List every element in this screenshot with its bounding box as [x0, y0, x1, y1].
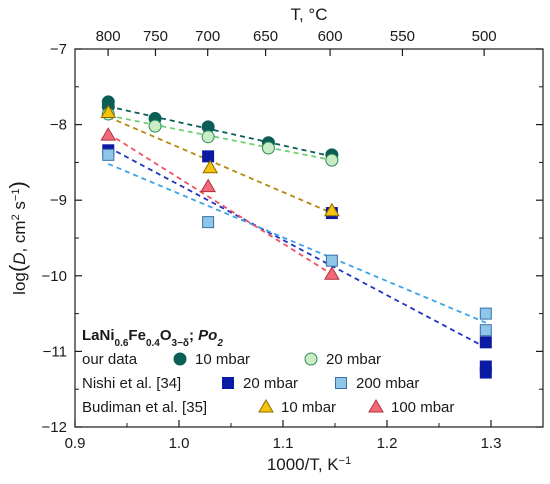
x-tick-label: 1.3: [481, 435, 502, 452]
top-tick-label: 500: [472, 28, 497, 45]
top-tick-label: 600: [318, 28, 343, 45]
data-point-5: [100, 127, 117, 141]
x-tick-label: 0.9: [65, 435, 86, 452]
fit-line-3: [107, 163, 487, 324]
fit-line-2: [107, 146, 487, 349]
data-point-3: [325, 254, 338, 267]
fit-line-0: [108, 105, 333, 158]
top-axis-title: T, °C: [290, 5, 327, 24]
legend-group-label: Budiman et al. [35]: [82, 399, 207, 416]
data-point-5: [200, 178, 216, 193]
top-tick-label: 700: [195, 28, 220, 45]
data-point-2: [479, 366, 492, 379]
legend-entry: 100 mbar: [391, 399, 454, 416]
y-axis-title: log(D, cm2 s−1): [5, 181, 30, 295]
data-point-1: [148, 119, 162, 133]
data-point-3: [202, 216, 215, 229]
data-point-1: [325, 153, 339, 167]
legend-entry: 200 mbar: [356, 375, 419, 392]
x-tick-label: 1.1: [273, 435, 294, 452]
legend-marker: [304, 352, 318, 366]
y-tick-label: −9: [50, 192, 67, 209]
legend-marker: [222, 377, 234, 389]
y-tick-label: −11: [43, 343, 67, 360]
fit-line-1: [108, 114, 333, 162]
legend-title: LaNi0.6Fe0.4O3−δ; Po2: [82, 327, 223, 349]
legend-entry: 20 mbar: [243, 375, 298, 392]
x-axis-title: 1000/T, K−1: [267, 455, 351, 474]
data-point-4: [202, 159, 219, 174]
legend-entry: 10 mbar: [195, 351, 250, 368]
legend-entry: 20 mbar: [326, 351, 381, 368]
data-point-3: [479, 307, 492, 320]
data-markers: [100, 95, 492, 379]
x-tick-label: 1.0: [169, 435, 190, 452]
top-tick-label: 650: [253, 28, 278, 45]
y-tick-label: −7: [50, 41, 67, 58]
y-tick-label: −12: [42, 419, 67, 436]
data-point-3: [102, 148, 115, 161]
data-point-4: [324, 202, 340, 217]
legend-marker: [335, 377, 347, 389]
plot-frame: [74, 48, 544, 428]
top-tick-label: 800: [96, 28, 121, 45]
legend-entry: 10 mbar: [281, 399, 336, 416]
top-tick-label: 550: [390, 28, 415, 45]
data-point-2: [479, 336, 492, 349]
data-point-1: [201, 130, 215, 144]
data-point-5: [324, 266, 340, 280]
legend-group-label: Nishi et al. [34]: [82, 375, 181, 392]
legend-marker: [173, 352, 187, 366]
fit-line-4: [107, 116, 333, 214]
legend-marker: [258, 399, 274, 413]
fit-line-5: [107, 132, 333, 276]
legend-group-label: our data: [82, 351, 138, 368]
top-tick-label: 750: [143, 28, 168, 45]
legend: LaNi0.6Fe0.4O3−δ; Po2 our data 10 mbar 20 m…: [82, 327, 454, 416]
y-tick-label: −10: [42, 268, 67, 285]
x-tick-label: 1.2: [377, 435, 398, 452]
axis-ticks: 0.9 1.0 1.1 1.2 1.3 −12 −11 −10 −9 −8 −7 800 750 700 6…: [42, 28, 543, 452]
data-point-3: [479, 324, 492, 337]
y-tick-label: −8: [50, 117, 67, 134]
data-point-4: [100, 104, 117, 119]
data-point-2: [202, 150, 215, 163]
legend-marker: [368, 399, 384, 413]
fit-lines: [107, 105, 487, 349]
data-point-1: [261, 141, 275, 155]
